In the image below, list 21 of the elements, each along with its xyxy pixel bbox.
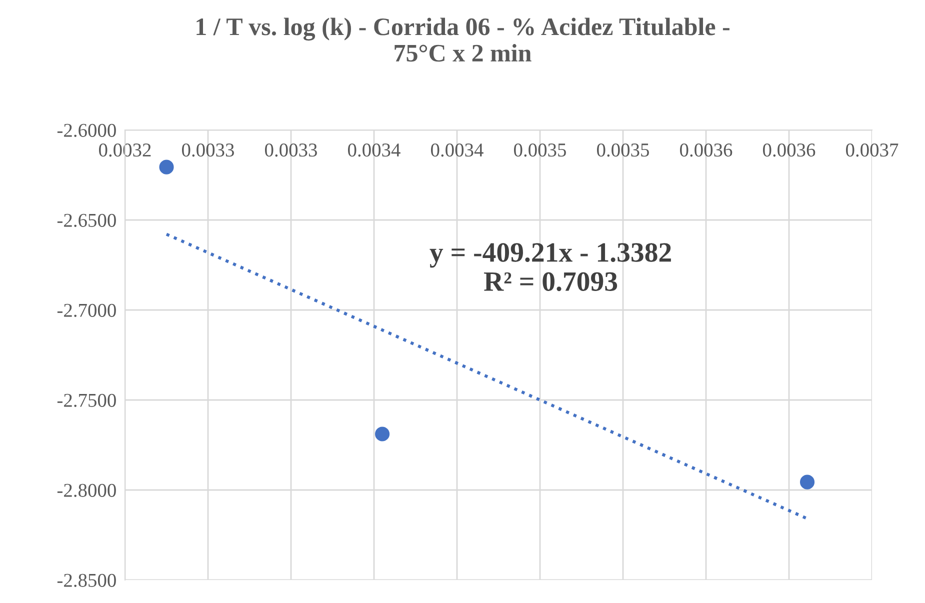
chart-title: 1 / T vs. log (k) - Corrida 06 - % Acidez Titulable - 75°C x 2 min: [196, 18, 730, 62]
point: [375, 426, 390, 442]
point: [159, 160, 174, 174]
x-tick-label: 0.0035: [514, 143, 566, 157]
x-tick-label: 0.0034: [348, 143, 400, 157]
y-tick-label: -2.7000: [57, 304, 116, 318]
y-tick-label: -2.6500: [57, 214, 116, 228]
x-tick-label: 0.0033: [265, 143, 317, 157]
x-tick-label: 0.0036: [680, 143, 732, 157]
y-tick-label: -2.6000: [57, 124, 116, 138]
y-tick-label: -2.8500: [57, 574, 116, 588]
annotation: y = -409.21x - 1.3382 R² = 0.7093: [430, 243, 671, 292]
x-tick-label: 0.0033: [182, 143, 234, 157]
y-tick-label: -2.8000: [57, 484, 116, 498]
x-tick-label: 0.0036: [763, 143, 816, 157]
x-tick-label: 0.0032: [99, 143, 151, 157]
point: [800, 474, 815, 490]
x-tick-label: 0.0037: [846, 143, 898, 157]
x-tick-label: 0.0035: [597, 143, 649, 157]
x-tick-label: 0.0034: [431, 143, 484, 157]
y-tick-label: -2.7500: [57, 394, 116, 408]
